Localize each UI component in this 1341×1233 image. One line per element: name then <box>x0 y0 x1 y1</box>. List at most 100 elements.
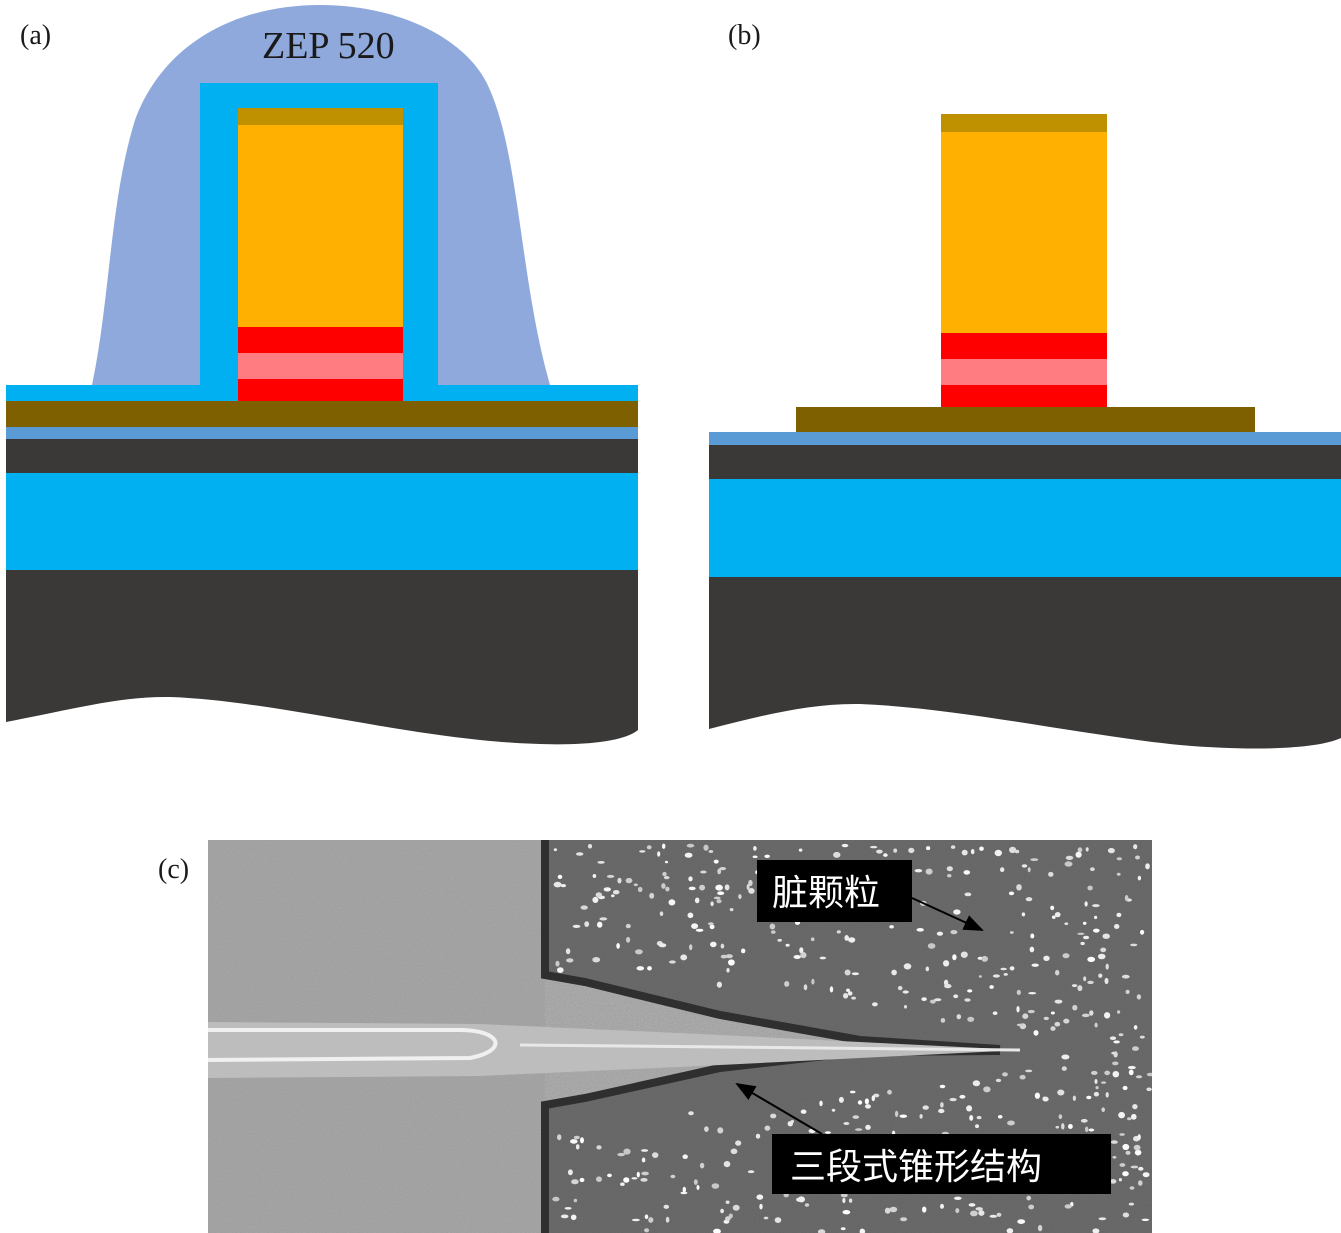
sem-particle <box>571 1179 579 1185</box>
sem-particle <box>1136 994 1142 1000</box>
sem-particle <box>1113 1040 1120 1044</box>
sem-particle <box>1061 1123 1065 1130</box>
sem-particles <box>552 843 1152 1233</box>
panel-b-thin-layer <box>709 432 1341 445</box>
sem-particle <box>1093 928 1100 933</box>
sem-particle <box>894 1110 899 1117</box>
sem-particle <box>741 948 746 954</box>
sem-particle <box>641 1149 649 1152</box>
sem-particle <box>599 917 608 921</box>
sem-particle <box>922 1206 927 1213</box>
sem-particle <box>1034 1092 1040 1099</box>
sem-particle <box>992 974 1000 978</box>
sem-particle <box>925 868 933 875</box>
sem-particle <box>644 1228 650 1233</box>
sem-particle <box>726 968 730 973</box>
sem-particle <box>959 1094 966 1099</box>
sem-particle <box>1141 1218 1150 1222</box>
sem-particle <box>688 886 696 891</box>
sem-particle <box>1006 1228 1014 1233</box>
sem-particle <box>695 928 704 932</box>
sem-particle <box>1092 1228 1100 1233</box>
sem-particle <box>819 956 826 960</box>
sem-particle <box>1134 1149 1142 1156</box>
sem-particle <box>1007 1120 1015 1126</box>
sem-particle <box>1116 872 1121 876</box>
sem-particle <box>997 1115 1003 1119</box>
sem-particle <box>893 848 898 853</box>
sem-particle <box>668 899 676 906</box>
sem-particle <box>1146 1072 1152 1077</box>
sem-particle <box>950 845 956 849</box>
sem-particle <box>699 884 706 891</box>
sem-particle <box>1084 901 1088 907</box>
sem-particle <box>784 981 790 987</box>
sem-particle <box>1145 863 1150 870</box>
sem-particle <box>725 1216 731 1221</box>
sem-particle <box>1003 973 1008 976</box>
sem-particle <box>1075 851 1082 858</box>
sem-particle <box>817 1229 826 1233</box>
sem-particle <box>566 958 574 963</box>
sem-particle <box>922 1105 929 1110</box>
sem-particle <box>1031 963 1039 967</box>
sem-particle <box>992 1011 998 1015</box>
sem-particle <box>800 1109 807 1114</box>
sem-particle <box>1116 857 1123 861</box>
sem-particle <box>1050 1011 1055 1015</box>
sem-particle <box>819 1100 823 1107</box>
sem-particle <box>640 1178 648 1182</box>
sem-particle <box>1125 1150 1131 1155</box>
panel-c: (c) 脏颗粒 三段式锥形结构 <box>158 840 1152 1233</box>
sem-particle <box>665 1216 670 1223</box>
sem-particle <box>708 922 714 926</box>
sem-particle <box>940 1102 944 1108</box>
sem-particle <box>938 1108 945 1114</box>
sem-particle <box>952 954 957 961</box>
sem-particle <box>950 930 958 935</box>
sem-particle <box>612 890 620 895</box>
sem-particle <box>836 930 841 934</box>
sem-particle <box>976 1116 982 1120</box>
sem-particle <box>963 870 971 875</box>
sem-particle <box>570 1214 577 1221</box>
sem-particle <box>859 1228 865 1233</box>
sem-particle <box>1029 946 1035 953</box>
sem-particle <box>1061 1066 1067 1071</box>
sem-particle <box>1002 1072 1008 1077</box>
sem-particle <box>940 1203 944 1209</box>
sem-particle <box>994 849 1002 857</box>
sem-particle <box>803 984 808 991</box>
sem-particle <box>1109 1036 1117 1040</box>
sem-particle <box>824 1131 831 1134</box>
sem-particle <box>846 988 850 992</box>
sem-particle <box>930 999 936 1004</box>
sem-particle <box>748 888 755 894</box>
sem-particle <box>689 944 693 951</box>
sem-particle <box>954 1196 962 1201</box>
sem-particle <box>1118 1111 1125 1119</box>
sem-particle <box>596 1145 602 1150</box>
sem-particle <box>565 948 571 955</box>
sem-particle <box>753 846 757 851</box>
sem-particle <box>1077 985 1083 992</box>
sem-particle <box>1130 943 1138 947</box>
sem-particle <box>1021 912 1026 917</box>
annotation-particles-box <box>757 860 912 922</box>
sem-particle <box>1087 956 1096 963</box>
panel-b-pink-mid <box>941 359 1107 385</box>
sem-particle <box>1133 1144 1141 1151</box>
sem-particle <box>1125 989 1130 995</box>
sem-particle <box>1133 1025 1138 1030</box>
sem-particle <box>1048 871 1054 877</box>
sem-particle <box>967 989 973 993</box>
sem-particle <box>553 881 562 888</box>
sem-particle <box>735 1140 742 1146</box>
sem-particle <box>725 1200 730 1204</box>
sem-particle <box>871 1095 875 1102</box>
sem-particle <box>870 845 878 849</box>
sem-particle <box>637 886 643 893</box>
sem-particle <box>796 1197 803 1202</box>
sem-particle <box>844 935 849 941</box>
